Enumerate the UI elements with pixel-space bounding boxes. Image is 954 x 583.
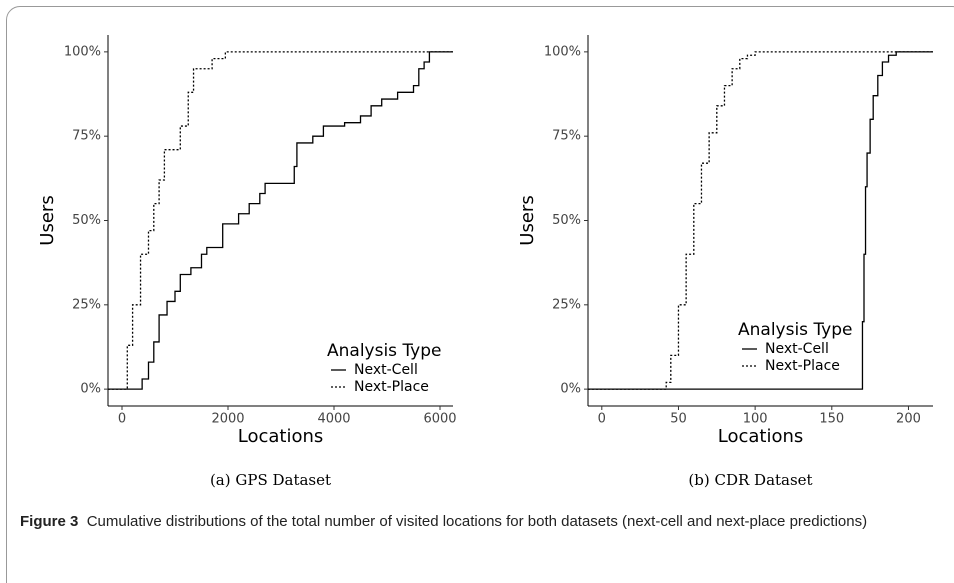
x-tick-label: 2000 — [211, 412, 244, 427]
x-tick-label: 4000 — [317, 412, 350, 427]
x-tick-label: 6000 — [423, 412, 456, 427]
y-tick-label: 0% — [80, 382, 101, 397]
card-border — [6, 6, 954, 583]
y-tick-label: 0% — [560, 382, 581, 397]
y-tick-label: 75% — [552, 129, 581, 144]
y-tick-label: 25% — [72, 297, 101, 312]
cdf-line — [108, 51, 453, 390]
x-tick-label: 150 — [819, 412, 844, 427]
legend-title: Analysis Type — [738, 320, 853, 340]
x-tick-label: 0 — [118, 412, 126, 427]
y-tick-label: 100% — [64, 44, 101, 59]
legend-label: Next-Cell — [354, 362, 418, 378]
y-tick-label: 25% — [552, 297, 581, 312]
x-axis-title: Locations — [238, 426, 324, 447]
x-tick-label: 200 — [896, 412, 921, 427]
x-tick-label: 50 — [670, 412, 687, 427]
y-tick-label: 50% — [552, 213, 581, 228]
y-axis-title: Users — [517, 195, 538, 245]
y-tick-label: 75% — [72, 129, 101, 144]
legend-label: Next-Place — [765, 358, 840, 374]
y-tick-label: 50% — [72, 213, 101, 228]
caption-label: Figure 3 — [20, 513, 79, 530]
subfigure-caption: (a) GPS Dataset — [210, 471, 331, 489]
y-axis-title: Users — [37, 195, 58, 245]
legend-label: Next-Cell — [765, 341, 829, 357]
legend-label: Next-Place — [354, 379, 429, 395]
cdf-line — [588, 51, 933, 390]
cdf-line — [588, 51, 933, 390]
subfigure-caption: (b) CDR Dataset — [688, 471, 812, 489]
figure-caption: Figure 3 Cumulative distributions of the… — [20, 511, 930, 533]
x-tick-label: 0 — [598, 412, 606, 427]
x-tick-label: 100 — [743, 412, 768, 427]
x-axis-title: Locations — [718, 426, 804, 447]
y-tick-label: 100% — [544, 44, 581, 59]
caption-text: Cumulative distributions of the total nu… — [86, 513, 868, 530]
cdf-line — [108, 51, 453, 390]
legend-title: Analysis Type — [327, 341, 442, 361]
